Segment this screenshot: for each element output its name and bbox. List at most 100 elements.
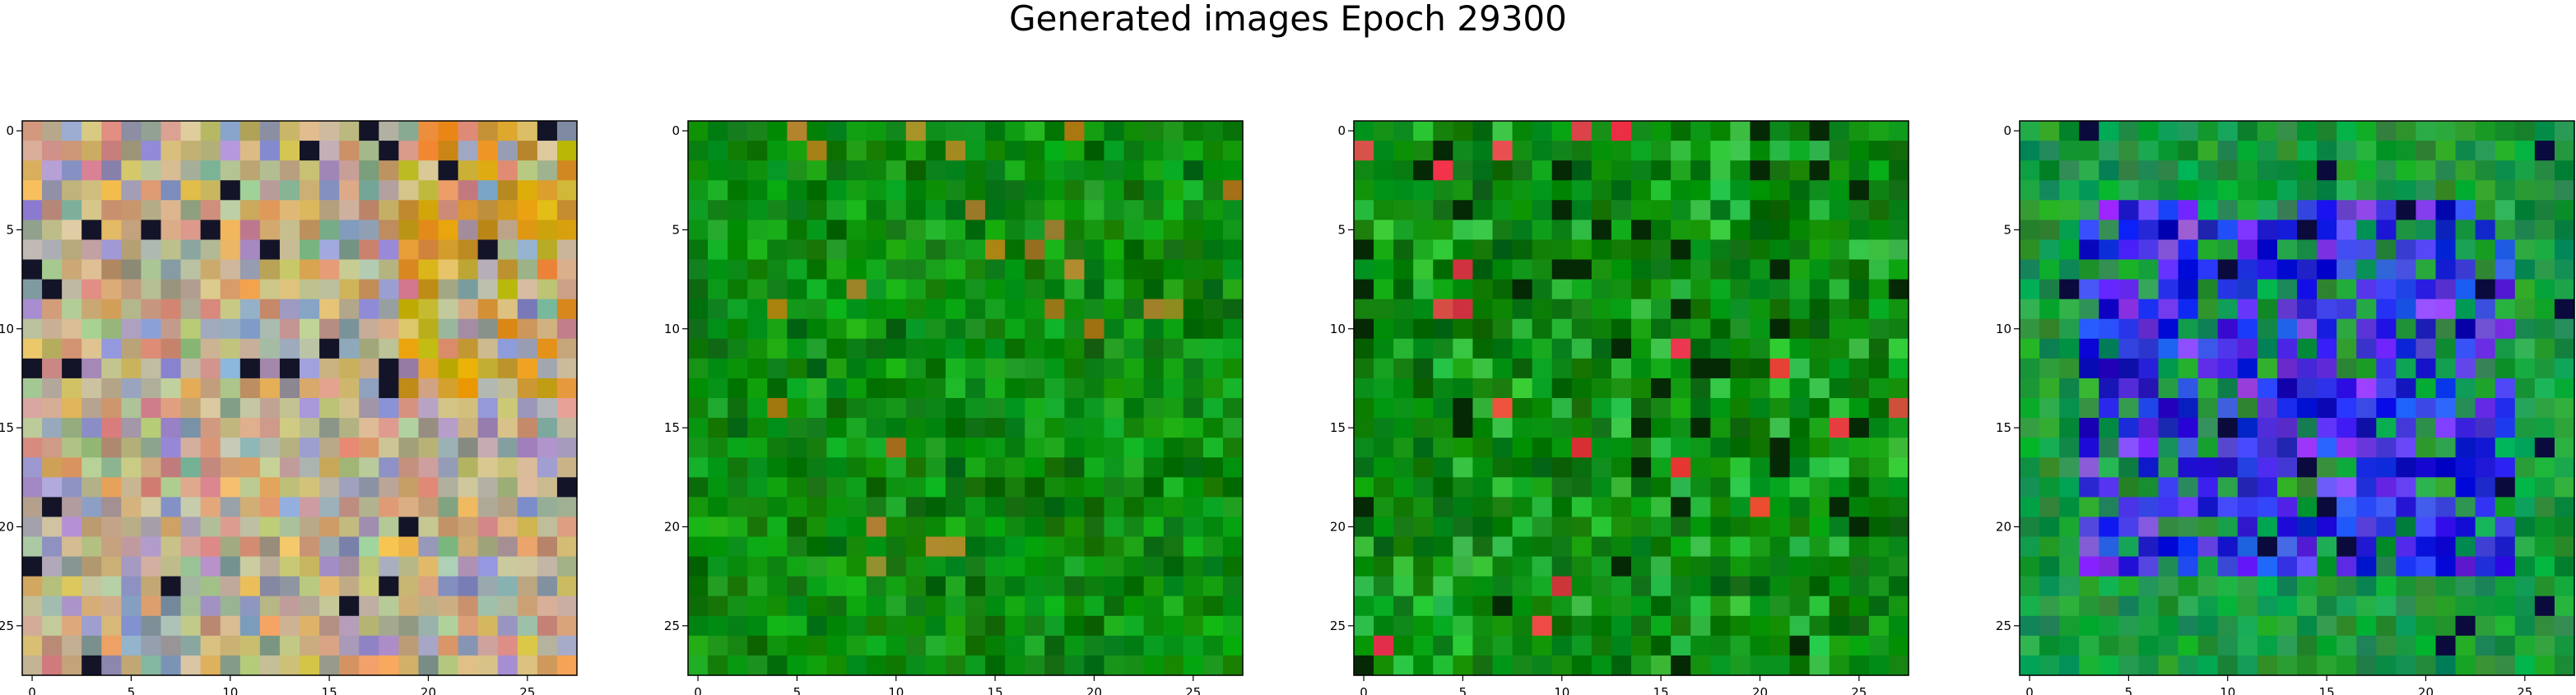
pixel-cell <box>537 180 558 201</box>
pixel-cell <box>1104 239 1125 261</box>
pixel-cell <box>728 318 748 340</box>
pixel-cell <box>556 655 578 676</box>
pixel-cell <box>2495 141 2516 161</box>
pixel-cell <box>1690 655 1711 676</box>
pixel-cell <box>1492 595 1514 617</box>
pixel-cell <box>279 200 300 220</box>
pixel-cell <box>458 635 479 656</box>
pixel-cell <box>2416 477 2437 498</box>
pixel-cell <box>537 318 558 340</box>
pixel-cell <box>2237 398 2258 419</box>
pixel-cell <box>2138 239 2160 261</box>
pixel-cell <box>846 477 867 498</box>
pixel-cell <box>398 338 420 359</box>
y-tick-label: 15 <box>664 420 680 435</box>
pixel-cell <box>239 477 261 498</box>
pixel-cell <box>1829 615 1850 637</box>
pixel-cell <box>2237 141 2258 161</box>
pixel-cell <box>1005 615 1025 637</box>
pixel-cell <box>1393 160 1414 181</box>
pixel-cell <box>42 200 63 220</box>
pixel-cell <box>1750 615 1771 637</box>
pixel-cell <box>477 477 499 498</box>
pixel-cell <box>1453 497 1474 518</box>
pixel-cell <box>1354 418 1374 438</box>
pixel-cell <box>1651 576 1672 597</box>
figure-title: Generated images Epoch 29300 <box>1009 0 1567 39</box>
pixel-cell <box>2217 536 2239 558</box>
pixel-cell <box>1374 595 1394 617</box>
pixel-cell <box>1143 438 1165 458</box>
pixel-cell <box>477 457 499 478</box>
pixel-cell <box>62 200 82 220</box>
pixel-cell <box>905 457 927 478</box>
pixel-cell <box>1413 497 1434 518</box>
pixel-cell <box>945 497 966 518</box>
pixel-cell <box>1809 338 1830 359</box>
pixel-cell <box>259 615 281 637</box>
pixel-cell <box>1064 536 1086 558</box>
pixel-cell <box>2099 635 2119 656</box>
pixel-cell <box>1084 220 1105 241</box>
pixel-cell <box>2237 655 2258 676</box>
pixel-cell <box>2059 556 2080 577</box>
pixel-cell <box>2554 517 2575 538</box>
pixel-cell <box>2297 595 2318 617</box>
pixel-cell <box>2337 398 2357 419</box>
pixel-cell <box>239 438 261 458</box>
pixel-cell <box>985 418 1006 438</box>
pixel-cell <box>2276 438 2298 458</box>
pixel-cell <box>1492 438 1514 458</box>
pixel-cell <box>2554 279 2575 300</box>
pixel-cell <box>2079 615 2099 637</box>
pixel-cell <box>1591 438 1612 458</box>
pixel-cell <box>2197 615 2219 637</box>
pixel-cell <box>1651 497 1672 518</box>
pixel-cell <box>2178 457 2199 478</box>
pixel-cell <box>2118 160 2140 181</box>
pixel-cell <box>1750 259 1771 280</box>
pixel-cell <box>398 200 420 220</box>
pixel-cell <box>1789 259 1811 280</box>
pixel-cell <box>2337 160 2357 181</box>
pixel-cell <box>339 398 360 419</box>
pixel-cell <box>2138 338 2160 359</box>
pixel-cell <box>985 655 1006 676</box>
pixel-cell <box>1888 595 1909 617</box>
pixel-cell <box>160 556 182 577</box>
pixel-cell <box>1551 398 1573 419</box>
pixel-cell <box>925 259 946 280</box>
pixel-cell <box>339 141 360 161</box>
pixel-cell <box>886 576 907 597</box>
pixel-cell <box>2099 200 2119 220</box>
pixel-cell <box>556 200 578 220</box>
pixel-cell <box>866 200 887 220</box>
pixel-cell <box>339 160 360 181</box>
pixel-cell <box>787 635 808 656</box>
pixel-cell <box>1433 141 1453 161</box>
pixel-cell <box>2217 556 2239 577</box>
pixel-cell <box>1183 576 1204 597</box>
pixel-cell <box>886 438 907 458</box>
pixel-cell <box>220 141 241 161</box>
pixel-cell <box>2118 141 2140 161</box>
pixel-cell <box>160 160 182 181</box>
pixel-cell <box>101 536 122 558</box>
pixel-cell <box>101 358 122 379</box>
pixel-cell <box>2237 259 2258 280</box>
pixel-cell <box>1611 299 1632 320</box>
pixel-cell <box>1671 635 1691 656</box>
pixel-cell <box>1789 200 1811 220</box>
pixel-cell <box>1183 358 1204 379</box>
pixel-cell <box>2217 338 2239 359</box>
pixel-cell <box>965 160 986 181</box>
pixel-cell <box>965 517 986 538</box>
pixel-cell <box>965 239 986 261</box>
pixel-cell <box>787 497 808 518</box>
pixel-cell <box>1492 457 1514 478</box>
pixel-cell <box>985 378 1006 399</box>
pixel-cell <box>866 615 887 637</box>
pixel-cell <box>141 635 162 656</box>
pixel-cell <box>1222 121 1244 141</box>
pixel-cell <box>2514 418 2536 438</box>
